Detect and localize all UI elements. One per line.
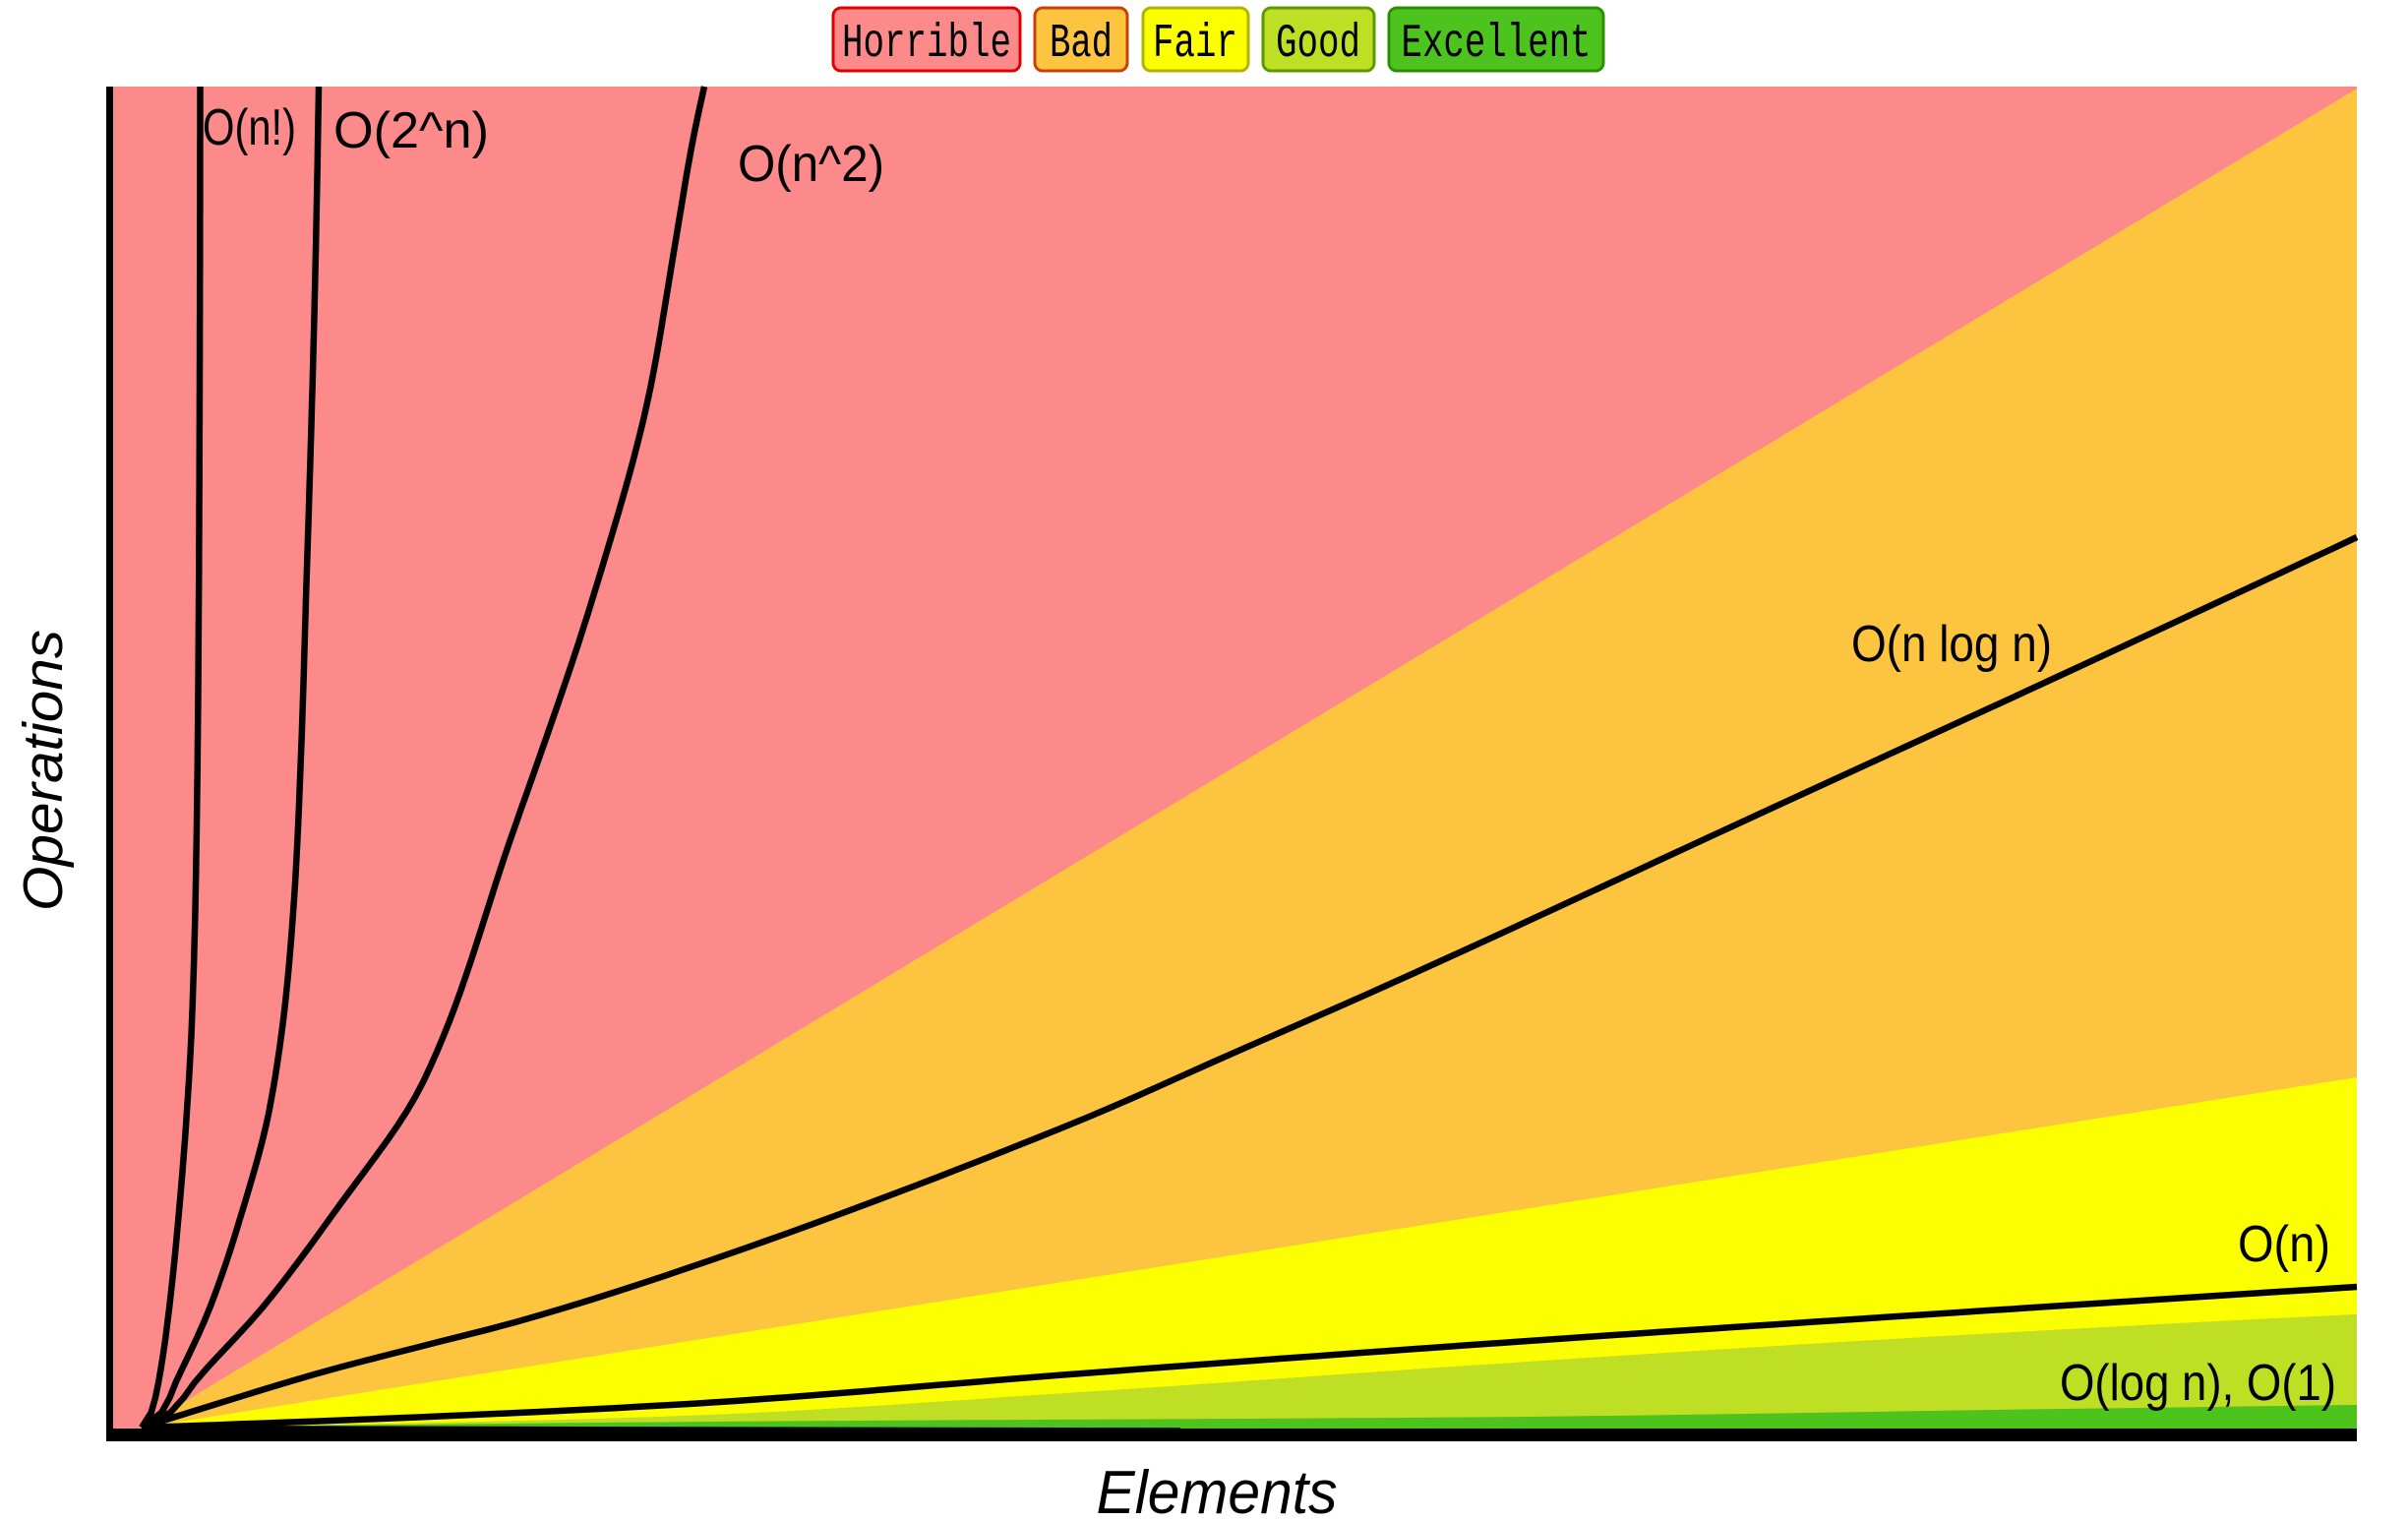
svg-text:Bad: Bad [1050,18,1113,71]
svg-text:Excellent: Excellent [1402,18,1592,71]
svg-text:O(n!): O(n!) [203,99,296,156]
svg-text:O(n^2): O(n^2) [738,136,884,193]
svg-text:O(n log n): O(n log n) [1851,616,2052,673]
svg-text:Elements: Elements [1097,1459,1338,1521]
svg-text:Good: Good [1276,18,1360,71]
svg-text:Fair: Fair [1153,18,1237,71]
svg-text:O(log n), O(1): O(log n), O(1) [2060,1355,2336,1412]
svg-text:O(2^n): O(2^n) [333,102,489,159]
svg-text:Operations: Operations [12,630,75,911]
svg-text:O(n): O(n) [2238,1216,2330,1273]
svg-text:Horrible: Horrible [842,18,1011,71]
